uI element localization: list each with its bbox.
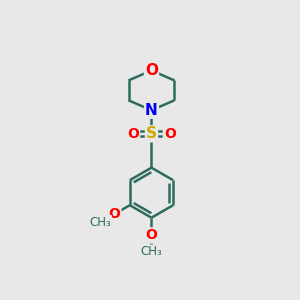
Text: O: O — [127, 127, 139, 141]
Text: O: O — [146, 228, 158, 242]
Text: O: O — [164, 127, 176, 141]
Text: S: S — [146, 126, 157, 141]
Text: O: O — [145, 63, 158, 78]
Text: O: O — [109, 207, 120, 221]
Text: N: N — [145, 103, 158, 118]
Text: CH₃: CH₃ — [141, 245, 162, 258]
Text: CH₃: CH₃ — [90, 216, 111, 229]
